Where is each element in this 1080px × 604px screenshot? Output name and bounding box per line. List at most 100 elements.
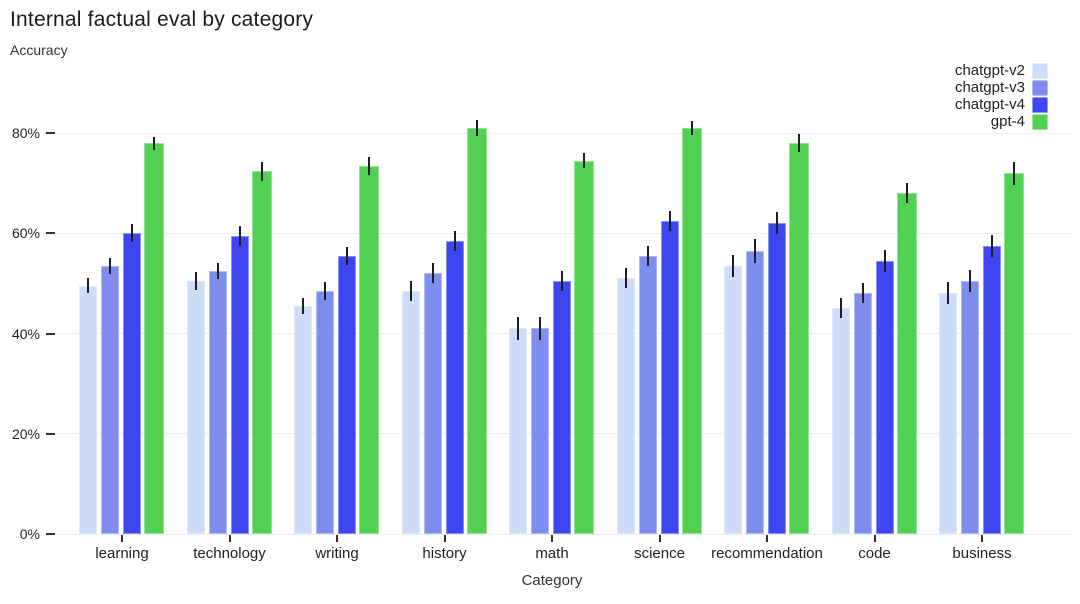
bar-chatgpt-v3 [961,280,979,534]
bar-chatgpt-v3 [208,270,227,534]
legend-item-chatgpt-v3: chatgpt-v3 [955,79,1048,96]
legend-item-gpt-4: gpt-4 [955,113,1048,130]
error-bar-gpt-4 [905,183,908,204]
x-axis-tick-label: math [535,545,569,562]
legend-swatch [1032,79,1048,96]
legend: chatgpt-v2 chatgpt-v3 chatgpt-v4 gpt-4 [955,62,1048,130]
y-axis-tick [46,432,55,435]
x-axis-tick [336,535,338,542]
y-axis-tick-label: 80% [11,125,40,141]
chart-title: Internal factual eval by category [10,8,314,31]
error-bar-chatgpt-v3 [969,269,971,292]
x-axis-tick-label: science [634,545,685,562]
gridline [58,132,1070,134]
x-axis-tick [981,535,983,542]
x-axis-tick [443,535,446,542]
bar-chatgpt-v4 [768,223,786,534]
error-bar-chatgpt-v2 [194,271,197,290]
x-axis-tick-label: recommendation [711,545,823,562]
error-bar-chatgpt-v4 [453,230,456,251]
x-axis-tick [873,535,876,542]
bar-chatgpt-v3 [531,328,549,534]
bar-chatgpt-v2 [294,305,312,534]
error-bar-chatgpt-v3 [646,245,649,266]
bar-chatgpt-v2 [724,265,742,534]
error-bar-chatgpt-v3 [324,281,326,300]
bar-chatgpt-v4 [230,235,249,534]
bar-chatgpt-v4 [983,245,1001,534]
x-axis-tick-label: business [952,545,1012,562]
x-axis-tick-label: learning [95,545,149,562]
error-bar-chatgpt-v4 [346,246,348,265]
legend-item-chatgpt-v2: chatgpt-v2 [955,62,1048,79]
error-bar-gpt-4 [260,161,263,181]
bar-chatgpt-v3 [853,293,872,534]
bar-gpt-4 [681,127,702,534]
error-bar-chatgpt-v2 [302,297,304,314]
error-bar-chatgpt-v3 [109,257,111,274]
bar-chatgpt-v2 [616,278,635,534]
error-bar-chatgpt-v3 [431,263,434,284]
legend-item-chatgpt-v4: chatgpt-v4 [955,96,1048,113]
y-axis-tick-label: 40% [11,325,40,342]
error-bar-gpt-4 [475,120,478,136]
bar-chatgpt-v4 [123,233,141,534]
x-axis-tick-label: technology [193,545,266,562]
error-bar-gpt-4 [583,153,585,169]
error-bar-chatgpt-v2 [409,280,412,301]
y-axis-title: Accuracy [10,42,68,58]
bar-chatgpt-v2 [831,308,850,534]
bar-chatgpt-v4 [875,260,894,534]
error-bar-chatgpt-v4 [561,270,563,291]
error-bar-chatgpt-v3 [216,262,219,279]
bar-gpt-4 [144,143,164,534]
bar-chatgpt-v3 [316,290,334,534]
y-axis-tick-label: 60% [11,225,40,242]
bar-chatgpt-v2 [79,285,97,534]
bar-chatgpt-v2 [939,293,957,534]
y-axis-tick [46,533,55,535]
x-axis-title: Category [521,572,583,589]
bar-gpt-4 [1004,173,1024,534]
error-bar-chatgpt-v4 [131,224,133,243]
error-bar-chatgpt-v2 [517,317,519,340]
error-bar-chatgpt-v3 [754,238,756,263]
bar-gpt-4 [466,127,487,534]
bar-chatgpt-v3 [746,250,764,534]
bar-gpt-4 [896,193,917,534]
y-axis-tick-label: 0% [19,526,40,542]
legend-swatch [1032,96,1048,113]
bar-chatgpt-v3 [423,273,442,534]
error-bar-chatgpt-v4 [991,234,993,257]
error-bar-chatgpt-v3 [861,283,864,304]
error-bar-chatgpt-v2 [87,278,89,294]
legend-label: gpt-4 [990,113,1025,130]
bar-chatgpt-v3 [101,265,119,534]
bar-chatgpt-v4 [445,240,464,534]
x-axis-tick [228,535,231,542]
error-bar-chatgpt-v4 [238,225,241,246]
bar-chatgpt-v2 [509,328,527,534]
y-axis-tick-label: 20% [11,425,40,442]
x-axis-tick-label: writing [315,545,359,562]
error-bar-chatgpt-v2 [839,298,842,319]
legend-label: chatgpt-v3 [954,79,1025,96]
error-bar-chatgpt-v2 [624,268,627,289]
error-bar-chatgpt-v2 [947,282,949,305]
error-bar-chatgpt-v3 [539,317,541,340]
bar-gpt-4 [359,166,379,534]
x-axis-tick [766,535,768,542]
error-bar-chatgpt-v4 [776,212,778,235]
error-bar-chatgpt-v2 [732,254,734,277]
legend-label: chatgpt-v2 [954,62,1025,79]
legend-swatch [1032,62,1048,79]
error-bar-gpt-4 [1013,161,1015,185]
error-bar-gpt-4 [153,136,155,150]
error-bar-gpt-4 [368,157,370,176]
bar-gpt-4 [251,171,272,534]
bar-chatgpt-v2 [186,280,205,534]
error-bar-chatgpt-v4 [668,210,671,231]
y-axis-tick [46,232,55,235]
y-axis-tick [46,332,55,335]
